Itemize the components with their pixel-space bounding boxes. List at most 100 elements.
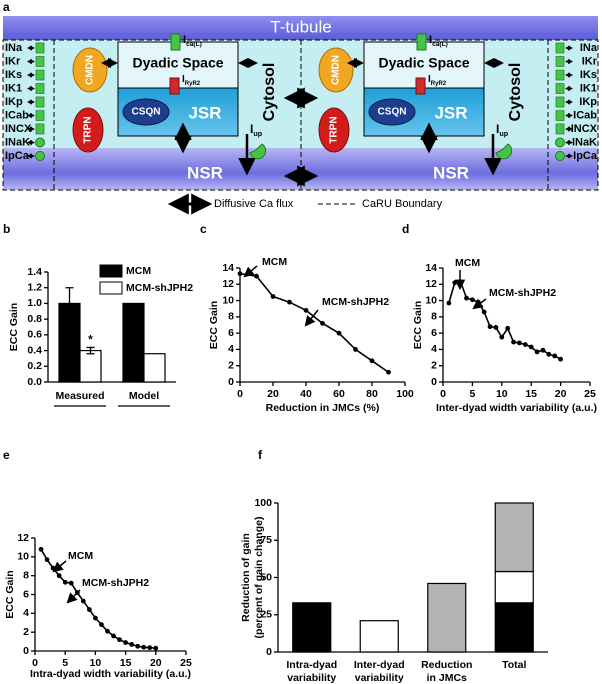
dyadic-space-label: Dyadic Space <box>378 55 469 71</box>
data-point <box>117 637 122 643</box>
y-tick-label: 4 <box>431 343 437 355</box>
panel-label: c <box>200 222 207 236</box>
y-tick-label: 10 <box>425 294 437 306</box>
current-label: INaK <box>5 136 30 148</box>
data-point <box>505 325 511 331</box>
channel <box>555 123 565 135</box>
y-tick-label: 25 <box>260 609 272 621</box>
data-point <box>511 339 516 345</box>
y-tick-label: 0 <box>23 645 29 657</box>
nsr-label: NSR <box>433 163 469 182</box>
t-tubule-band <box>3 16 598 40</box>
trpn-label: TRPN <box>329 116 340 143</box>
ical-label-main: I <box>183 34 186 46</box>
x-tick-label: 15 <box>120 657 132 669</box>
annotation: MCM-shJPH2 <box>82 577 149 589</box>
y-tick-label: 6 <box>228 327 234 339</box>
y-tick-label: 14 <box>222 262 234 274</box>
current-label: IK1 <box>5 82 22 94</box>
csqn-label: CSQN <box>132 107 161 118</box>
annotation: * <box>88 333 93 347</box>
bar-segment <box>359 620 399 653</box>
ical-label: Ica(L) <box>429 34 448 48</box>
channel <box>35 96 45 108</box>
csqn-label: CSQN <box>378 107 407 118</box>
data-point <box>111 633 116 639</box>
annotation: MCM-shJPH2 <box>322 296 389 308</box>
pump <box>35 151 45 161</box>
bar <box>79 349 102 383</box>
bar <box>143 353 166 383</box>
current-label: ICab <box>5 109 29 121</box>
x-tick-label: 20 <box>555 388 567 400</box>
y-tick-label: 12 <box>222 278 234 290</box>
data-point <box>386 369 391 375</box>
trpn-blob <box>72 107 104 153</box>
annotation: MCM <box>455 257 480 269</box>
data-point <box>141 644 147 650</box>
y-tick-label: 4 <box>23 607 29 619</box>
y-tick-label: 50 <box>260 571 272 583</box>
cmdn-label: CMDN <box>85 55 96 85</box>
y-tick-label: 0 <box>431 376 437 388</box>
current-label: IpCa <box>573 150 598 162</box>
y-tick-label: 2 <box>23 626 29 638</box>
data-point <box>464 295 469 301</box>
arrow <box>243 265 258 278</box>
iup-label-sub: up <box>253 129 262 138</box>
trpn-blob <box>318 107 350 153</box>
bar-segment <box>494 502 534 573</box>
panel-label: d <box>402 222 409 236</box>
data-point <box>93 615 98 621</box>
ical-label: Ica(L) <box>183 34 202 48</box>
x-tick-label: Inter-dyad <box>354 659 405 671</box>
data-point <box>546 351 552 357</box>
legend-swatch <box>99 264 123 278</box>
data-point <box>99 622 104 628</box>
panel-label: e <box>3 448 10 462</box>
current-label: INCX <box>5 123 32 135</box>
serca-pump <box>495 143 513 160</box>
y-tick-label: 8 <box>431 311 437 323</box>
cmdn-label: CMDN <box>331 55 342 85</box>
bar-segment <box>427 582 467 653</box>
data-point <box>38 546 44 552</box>
cal-channel <box>416 33 427 51</box>
data-point <box>68 580 74 586</box>
data-point <box>129 642 135 647</box>
cytosol-label: Cytosol <box>507 63 524 122</box>
channel <box>35 56 45 67</box>
current-label: INa <box>580 42 598 54</box>
data-point <box>446 300 452 306</box>
annotation: MCM-shJPH2 <box>489 287 556 299</box>
current-label: IKs <box>580 69 597 81</box>
bar-segment <box>494 570 534 604</box>
current-label: IKp <box>5 96 23 108</box>
panel-label: a <box>3 0 10 14</box>
jsr-label: JSR <box>434 103 467 122</box>
y-tick-label: 0.8 <box>27 313 42 325</box>
data-point <box>452 280 458 286</box>
csqn-blob <box>368 98 416 126</box>
data-point <box>487 324 493 330</box>
y-tick-label: 12 <box>17 532 29 544</box>
x-tick-label: Reduction <box>421 659 472 671</box>
data-point <box>528 344 534 350</box>
cmdn-blob <box>72 47 108 93</box>
y-axis-label: Reduction of gain <box>240 533 252 622</box>
y-tick-label: 6 <box>431 327 437 339</box>
x-tick-label: 25 <box>180 657 192 669</box>
iryr2-label-sub: RyR2 <box>185 81 201 87</box>
current-label: INa <box>5 42 23 54</box>
cytosol-label: Cytosol <box>261 63 278 122</box>
current-label: IK1 <box>580 82 597 94</box>
bar <box>122 302 145 383</box>
arrow <box>52 560 67 573</box>
data-point <box>86 607 92 612</box>
data-point <box>123 640 128 645</box>
y-tick-label: 0.0 <box>27 376 42 388</box>
legend-label: MCM <box>126 265 151 277</box>
pump <box>555 137 565 148</box>
y-tick-label: 0.6 <box>27 329 42 341</box>
current-label: INCX <box>571 123 598 135</box>
